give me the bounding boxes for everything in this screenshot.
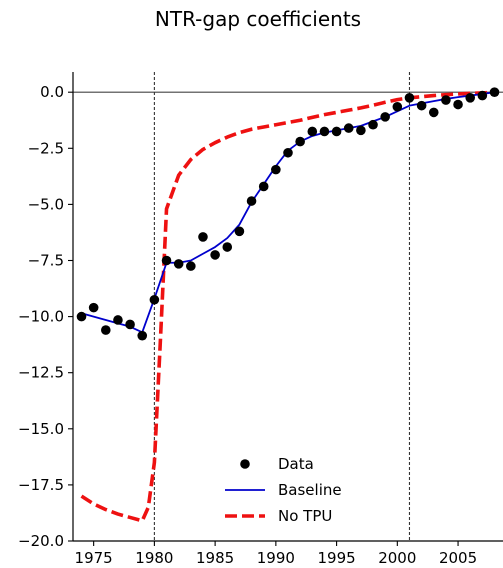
data-point bbox=[307, 126, 318, 137]
y-tick-label: −10.0 bbox=[18, 308, 64, 326]
data-point bbox=[173, 259, 184, 269]
data-point bbox=[149, 294, 160, 305]
data-point bbox=[234, 226, 245, 237]
data-point bbox=[186, 261, 196, 271]
plot-area: 0.0 −2.5 −5.0 −7.5 −10.0 −12.5 −15.0 −17.5 −20.0… bbox=[18, 72, 503, 567]
data-point bbox=[343, 123, 354, 133]
data-point bbox=[416, 100, 427, 111]
no-tpu-series-line bbox=[80, 90, 495, 523]
legend-label-baseline: Baseline bbox=[278, 481, 342, 499]
y-tick-label: −7.5 bbox=[28, 251, 64, 269]
x-tick-label: 1995 bbox=[317, 549, 355, 567]
data-point bbox=[404, 93, 415, 103]
data-point bbox=[137, 330, 148, 341]
y-tick-label: −5.0 bbox=[28, 195, 64, 213]
data-point bbox=[283, 147, 293, 158]
data-point bbox=[368, 119, 378, 130]
x-tick-label: 1985 bbox=[196, 549, 234, 567]
data-point bbox=[161, 255, 172, 266]
y-tick-label: −12.5 bbox=[18, 364, 64, 382]
x-tick-label: 2005 bbox=[439, 549, 477, 567]
legend: Data Baseline No TPU bbox=[225, 455, 342, 525]
legend-marker-data bbox=[240, 459, 250, 469]
data-point bbox=[295, 136, 305, 147]
y-tick-label: −2.5 bbox=[28, 139, 64, 157]
y-tick-label: 0.0 bbox=[40, 83, 64, 101]
data-point bbox=[76, 311, 87, 322]
data-point bbox=[356, 125, 366, 136]
data-point bbox=[113, 315, 123, 325]
data-point bbox=[380, 112, 390, 122]
data-point bbox=[489, 87, 500, 97]
x-tick-label: 1990 bbox=[257, 549, 295, 567]
x-tick-label: 1975 bbox=[75, 549, 113, 567]
data-point bbox=[222, 242, 233, 252]
data-point bbox=[477, 90, 488, 101]
data-point bbox=[210, 250, 220, 260]
legend-label-no-tpu: No TPU bbox=[278, 507, 332, 525]
x-tick-label: 2000 bbox=[378, 549, 416, 567]
data-point bbox=[392, 101, 403, 112]
baseline-series-line bbox=[81, 91, 495, 334]
data-point bbox=[271, 164, 281, 175]
data-point bbox=[198, 232, 208, 242]
legend-label-data: Data bbox=[278, 455, 314, 473]
data-point bbox=[331, 126, 342, 137]
y-tick-label: −15.0 bbox=[18, 420, 64, 438]
data-point bbox=[100, 325, 111, 335]
y-tick-label: −20.0 bbox=[18, 532, 64, 550]
data-point bbox=[453, 99, 463, 110]
data-point bbox=[319, 126, 330, 137]
data-point bbox=[88, 302, 99, 313]
data-point bbox=[125, 319, 135, 330]
data-point bbox=[441, 95, 451, 105]
y-tick-label: −17.5 bbox=[18, 476, 64, 494]
x-tick-label: 1980 bbox=[135, 549, 173, 567]
data-point bbox=[465, 93, 476, 103]
data-point bbox=[258, 181, 269, 192]
data-point bbox=[246, 196, 257, 206]
data-point bbox=[428, 107, 439, 118]
chart-title: NTR-gap coefficients bbox=[155, 7, 361, 31]
